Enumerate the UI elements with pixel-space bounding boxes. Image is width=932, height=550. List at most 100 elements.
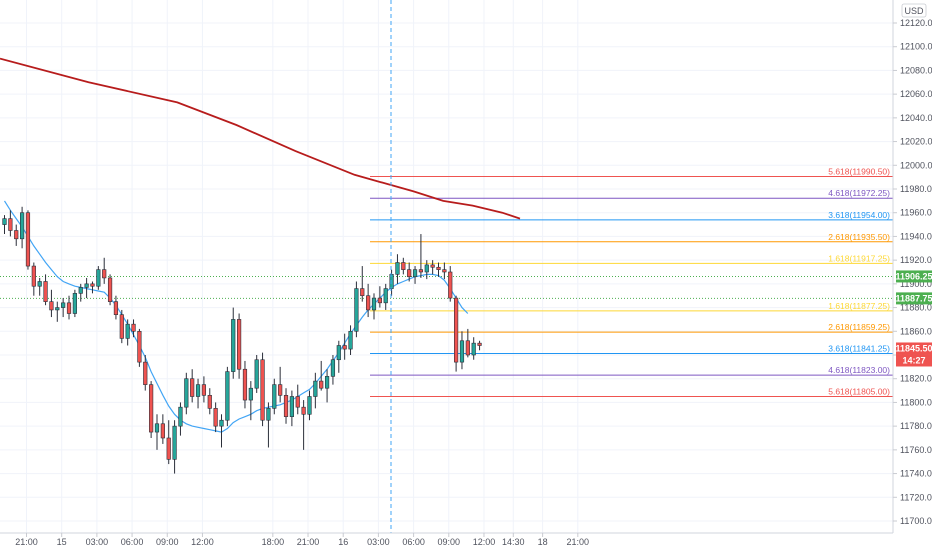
candle-body [395, 262, 400, 275]
candle-body [84, 283, 89, 288]
candle-body [8, 218, 13, 231]
candle-body [237, 319, 242, 370]
time-tick-label: 18:00 [262, 537, 285, 547]
fib-level-label: 5.618(11990.50) [828, 167, 890, 177]
candle-body [25, 212, 31, 267]
fib-level-label: 4.618(11972.25) [828, 188, 890, 198]
price-tick-label: 11860.00 [900, 326, 932, 336]
candle-body [418, 269, 424, 273]
grid [0, 0, 893, 533]
candle-body [154, 423, 160, 433]
fib-level-label: 5.618(11805.00) [828, 387, 890, 397]
candle-body [260, 359, 265, 421]
candle-body [313, 380, 318, 397]
fib-level-label: 2.618(11935.50) [828, 232, 890, 242]
time-tick-label: 09:00 [438, 537, 461, 547]
candle-body [336, 345, 341, 361]
candle-body [371, 297, 377, 311]
price-tick-label: 11800.00 [900, 397, 932, 407]
candle-body [107, 277, 113, 302]
candle-body [207, 395, 212, 409]
candle-body [55, 307, 60, 311]
candle-body [143, 361, 148, 385]
hline-price-badge-bg [896, 270, 932, 283]
price-tick-label: 11720.00 [900, 492, 932, 502]
candle-body [201, 384, 207, 396]
candle-body [430, 264, 435, 268]
candle-body [37, 281, 42, 287]
candle-body [213, 408, 218, 427]
candle-body [90, 283, 95, 287]
candle-body [172, 425, 177, 460]
candle-body [31, 265, 36, 287]
candle-body [454, 297, 459, 363]
countdown-timer: 14:27 [902, 355, 925, 365]
candle-body [190, 378, 195, 397]
price-tick-label: 11980.00 [900, 184, 932, 194]
time-axis[interactable]: 21:00 15 03:00 06:00 09:00 12:00 18:00 21:00 16 0… [15, 533, 589, 547]
hline-price-badge: 11906.25 [895, 271, 932, 281]
time-tick-label: 16 [338, 537, 348, 547]
candle-body [254, 359, 259, 389]
candle-body [184, 378, 189, 408]
candle-body [78, 287, 83, 294]
time-tick-label: 12:00 [473, 537, 496, 547]
price-tick-label: 11880.00 [900, 303, 932, 313]
price-tick-label: 12020.00 [900, 137, 932, 147]
candle-body [242, 368, 248, 401]
fib-level-label: 3.618(11954.00) [828, 210, 890, 220]
price-tick-label: 11940.00 [900, 231, 932, 241]
candle-body [61, 302, 66, 308]
time-tick-label: 21:00 [567, 537, 590, 547]
price-tick-label: 11960.00 [900, 208, 932, 218]
price-tick-label: 11760.00 [900, 445, 932, 455]
candle-body [166, 437, 171, 460]
slow-ma-line [0, 57, 521, 220]
candle-body [442, 269, 447, 273]
candle-body [113, 301, 119, 315]
price-tick-label: 11820.00 [900, 374, 932, 384]
candle-body [96, 269, 101, 287]
candle-body [354, 288, 359, 332]
candle-body [377, 297, 382, 304]
candle-body [448, 271, 453, 299]
time-tick-label: 21:00 [297, 537, 320, 547]
candle-body [424, 264, 429, 273]
price-tick-label: 12000.00 [900, 160, 932, 170]
candle-body [342, 345, 347, 350]
hline-price-badge: 11887.75 [895, 293, 932, 303]
candle-body [348, 330, 353, 350]
time-tick-label: 21:00 [15, 537, 38, 547]
candle-body [72, 293, 77, 314]
currency-text: USD [904, 6, 924, 16]
current-price-badge-bg [896, 342, 932, 355]
candle-body [178, 406, 183, 427]
candle-body [266, 408, 271, 421]
candle-body [360, 288, 365, 297]
candle-body [301, 406, 306, 415]
fib-level-label: 1.618(11917.25) [828, 253, 890, 263]
candle-body [66, 302, 72, 314]
candle-body [389, 274, 394, 289]
time-tick-label: 06:00 [121, 537, 144, 547]
price-tick-label: 12080.00 [900, 65, 932, 75]
candle-body [407, 269, 412, 278]
candle-body [49, 301, 54, 311]
time-tick-label: 03:00 [86, 537, 109, 547]
candle-body [366, 295, 371, 311]
fib-level-label: 1.618(11877.25) [828, 301, 890, 311]
price-tick-label: 11900.00 [900, 279, 932, 289]
candle-body [412, 269, 418, 278]
currency-label: USD [901, 3, 927, 18]
fib-level-label: 4.618(11823.00) [828, 365, 890, 375]
candle-body [125, 323, 130, 339]
candle-body [471, 342, 476, 356]
candle-body [278, 384, 283, 396]
countdown-bg [896, 354, 932, 367]
price-tick-label: 12120.00 [900, 18, 932, 28]
candle-body [248, 387, 253, 401]
price-tick-label: 12100.00 [900, 42, 932, 52]
time-tick-label: 14:30 [502, 537, 525, 547]
fib-level-label: 3.618(11841.25) [828, 344, 890, 354]
